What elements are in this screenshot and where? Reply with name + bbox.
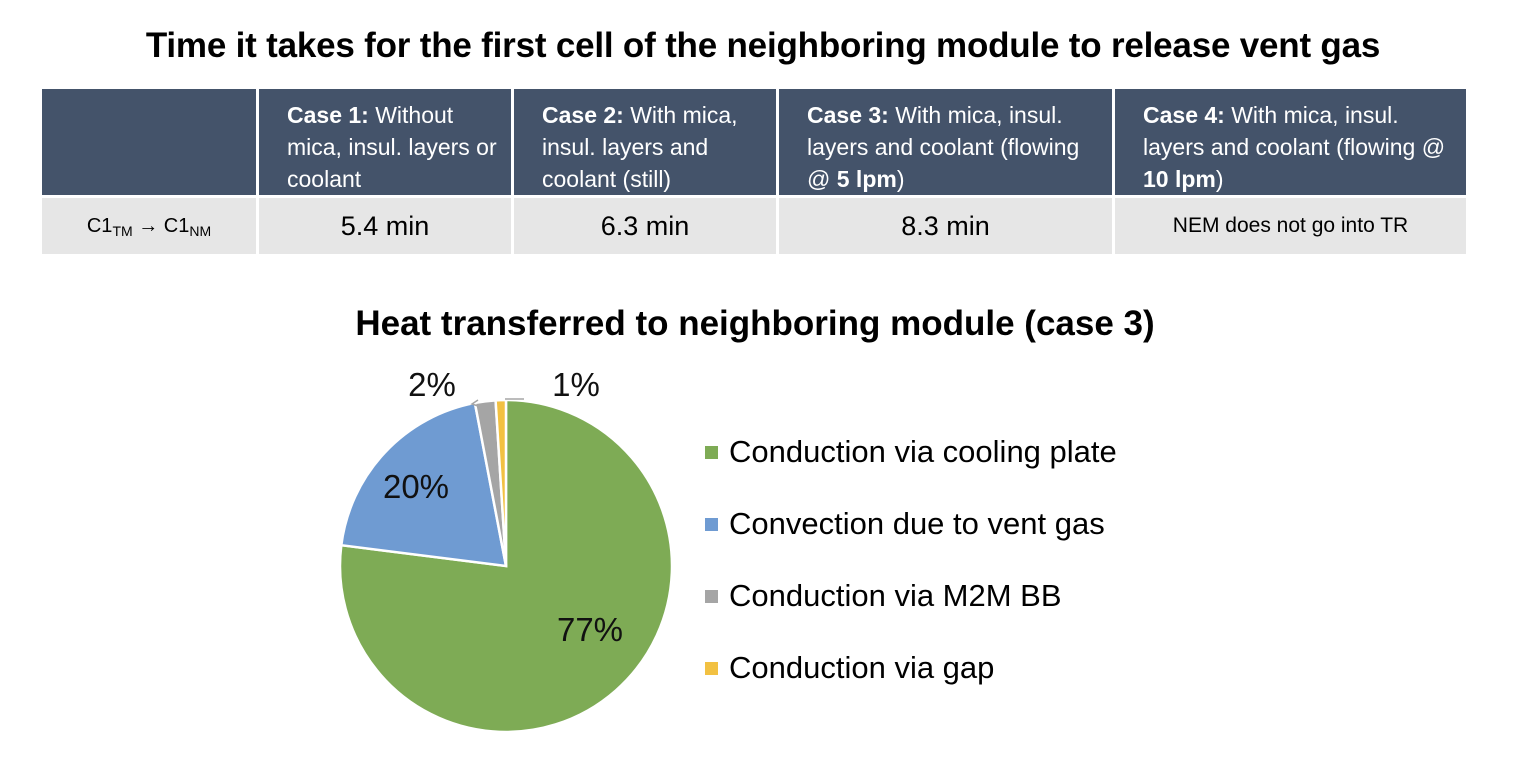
legend-label-1: Conduction via cooling plate (729, 434, 1117, 469)
legend-item-4: Conduction via gap (705, 650, 1117, 686)
cell-case-2: 6.3 min (514, 198, 776, 254)
table-title: Time it takes for the first cell of the … (145, 26, 1381, 65)
chart-title: Heat transferred to neighboring module (… (355, 304, 1155, 343)
pie-slice-4 (494, 398, 508, 567)
legend-item-1: Conduction via cooling plate (705, 434, 1117, 470)
data-label-1: 77% (557, 611, 623, 648)
data-label-4: 1% (552, 366, 600, 403)
legend-swatch-3 (705, 589, 718, 603)
legend-label-3: Conduction via M2M BB (729, 578, 1062, 613)
header-empty (42, 89, 256, 195)
leader-line-3 (470, 399, 485, 409)
cell-case-1: 5.4 min (259, 198, 511, 254)
pie-slice-1 (338, 398, 674, 734)
cases-table: Case 1: Without mica, insul. layers or c… (39, 86, 1469, 257)
legend-item-3: Conduction via M2M BB (705, 578, 1117, 614)
header-case-3: Case 3: With mica, insul. layers and coo… (779, 89, 1112, 195)
row-label: C1TM → C1NM (42, 198, 256, 254)
legend-item-2: Convection due to vent gas (705, 506, 1117, 542)
legend-swatch-1 (705, 445, 718, 459)
header-case-1: Case 1: Without mica, insul. layers or c… (259, 89, 511, 195)
legend-swatch-2 (705, 517, 718, 531)
cell-case-4: NEM does not go into TR (1115, 198, 1466, 254)
data-label-2: 20% (383, 468, 449, 505)
header-case-2: Case 2: With mica, insul. layers and coo… (514, 89, 776, 195)
cell-case-3: 8.3 min (779, 198, 1112, 254)
data-label-3: 2% (408, 366, 456, 403)
legend-label-2: Convection due to vent gas (729, 506, 1105, 541)
table-header-row: Case 1: Without mica, insul. layers or c… (42, 89, 1466, 195)
chart-legend: Conduction via cooling plate Convection d… (705, 434, 1117, 722)
legend-swatch-4 (705, 661, 718, 675)
pie-slice-2 (339, 401, 508, 568)
legend-label-4: Conduction via gap (729, 650, 995, 685)
table-row: C1TM → C1NM 5.4 min 6.3 min 8.3 min NEM … (42, 198, 1466, 254)
header-case-4: Case 4: With mica, insul. layers and coo… (1115, 89, 1466, 195)
